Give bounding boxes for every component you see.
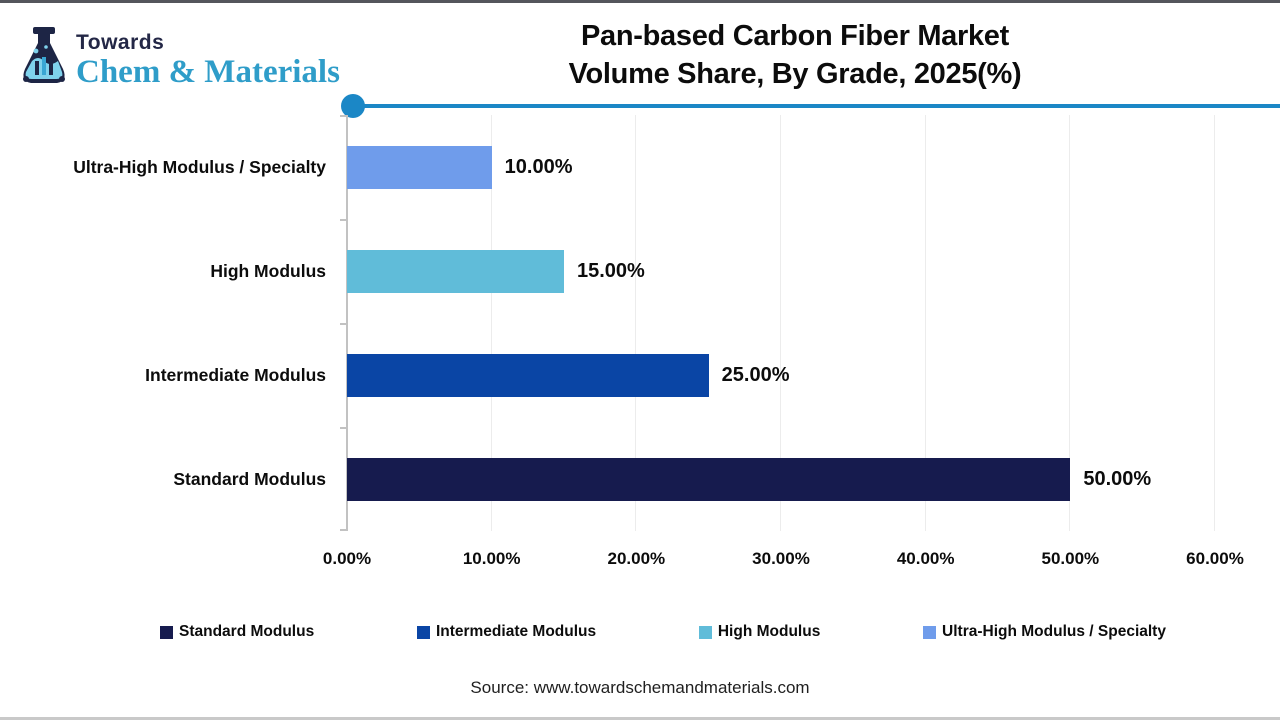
gridline-20 [635,115,637,531]
chart-title-line1: Pan-based Carbon Fiber Market [580,20,1009,52]
chart-row-standard-modulus: Standard Modulus 50.00% [173,427,1215,531]
y-axis-tick [340,115,347,117]
bar-value-intermediate-modulus: 25.00% [721,364,790,386]
legend-swatch-high-modulus [698,625,712,639]
bar-high-modulus [347,250,564,293]
chart-row-intermediate-modulus: Intermediate Modulus 25.00% [145,323,1215,427]
legend-item-standard-modulus: Standard Modulus [160,623,314,641]
y-axis-tick [340,219,347,221]
bar-value-ultra-high-modulus-specialty: 10.00% [504,156,573,178]
y-axis-tick [340,427,347,429]
bar-standard-modulus [347,458,1071,501]
brand-logo: Towards Chem & Materials [18,27,340,89]
plot-area: Ultra-High Modulus / Specialty 10.00% High… [73,115,1215,531]
accent-divider-line [353,104,1280,108]
legend-item-intermediate-modulus: Intermediate Modulus [416,623,597,641]
chart-row-high-modulus: High Modulus 15.00% [210,219,1215,323]
y-axis-tick [340,323,347,325]
bar-intermediate-modulus [347,354,709,397]
category-label-high-modulus: High Modulus [210,261,326,281]
logo-towards-text: Towards [76,31,165,54]
bar-value-high-modulus: 15.00% [577,260,645,282]
x-tick-label-40: 40.00% [896,549,955,568]
y-axis-tick [340,529,347,531]
category-label-standard-modulus: Standard Modulus [173,469,326,489]
x-tick-label-50: 50.00% [1041,549,1100,568]
gridline-40 [924,115,926,531]
legend: Standard Modulus Intermediate Modulus High… [160,623,1166,641]
legend-swatch-standard-modulus [160,625,173,639]
y-axis-line [346,115,348,531]
flask-icon [23,27,65,83]
bar-value-standard-modulus: 50.00% [1083,468,1152,490]
source-text: Source: www.towardschemandmaterials.com [470,678,810,697]
legend-label-intermediate-modulus: Intermediate Modulus [435,623,597,640]
legend-swatch-intermediate-modulus [416,625,430,639]
legend-label-ultra-high-modulus-specialty: Ultra-High Modulus / Specialty [942,623,1166,640]
category-label-ultra-high-modulus-specialty: Ultra-High Modulus / Specialty [73,157,326,177]
x-tick-label-0: 0.00% [322,549,372,568]
legend-label-standard-modulus: Standard Modulus [179,623,315,640]
x-tick-label-20: 20.00% [607,549,666,568]
x-tick-label-10: 10.00% [462,549,521,568]
gridline-10 [490,115,492,531]
gridline-50 [1069,115,1071,531]
chart-title: Pan-based Carbon Fiber Market Volume Sha… [310,17,1280,93]
category-label-intermediate-modulus: Intermediate Modulus [145,365,326,385]
chart-row-ultra-high-modulus-specialty: Ultra-High Modulus / Specialty 10.00% [73,115,1215,219]
chart-title-line2: Volume Share, By Grade, 2025(%) [568,58,1022,90]
legend-item-high-modulus: High Modulus [698,623,821,641]
x-tick-label-60: 60.00% [1186,549,1244,568]
bar-ultra-high-modulus-specialty [347,146,492,189]
legend-item-ultra-high-modulus-specialty: Ultra-High Modulus / Specialty [923,623,1166,641]
legend-swatch-ultra-high-modulus-specialty [923,625,937,639]
x-axis: 0.00% 10.00% 20.00% 30.00% 40.00% 50.00% 60.00… [323,549,1244,575]
legend-label-high-modulus: High Modulus [717,623,821,640]
gridline-30 [780,115,781,531]
logo-brand-text: Chem & Materials [76,54,340,90]
x-tick-label-30: 30.00% [752,549,810,568]
gridline-60 [1214,115,1215,531]
